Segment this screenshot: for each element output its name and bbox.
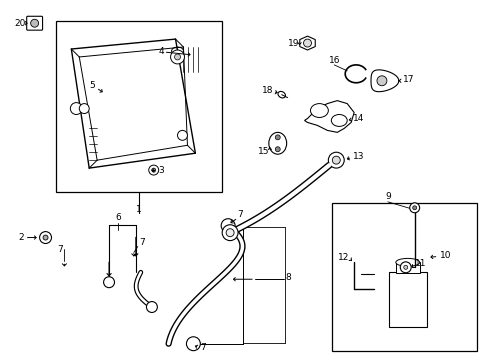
Text: 7: 7	[200, 343, 205, 352]
Circle shape	[376, 76, 386, 86]
Circle shape	[327, 152, 344, 168]
Ellipse shape	[310, 104, 327, 117]
Text: 6: 6	[115, 213, 121, 222]
Text: 13: 13	[352, 152, 364, 161]
Circle shape	[412, 206, 416, 210]
Circle shape	[275, 135, 280, 140]
Circle shape	[275, 147, 280, 152]
Circle shape	[177, 130, 187, 140]
Circle shape	[303, 39, 311, 47]
Text: 10: 10	[439, 251, 450, 260]
Circle shape	[221, 219, 235, 233]
Polygon shape	[299, 36, 315, 50]
Circle shape	[40, 231, 51, 243]
Circle shape	[146, 302, 157, 312]
Text: 15: 15	[258, 147, 269, 156]
Circle shape	[43, 235, 48, 240]
Circle shape	[400, 262, 410, 273]
FancyBboxPatch shape	[27, 16, 42, 30]
Circle shape	[103, 277, 114, 288]
Text: 14: 14	[352, 114, 364, 123]
Polygon shape	[304, 100, 353, 132]
Circle shape	[409, 203, 419, 213]
Circle shape	[151, 168, 155, 172]
Text: 11: 11	[414, 259, 426, 268]
Circle shape	[186, 337, 200, 351]
Ellipse shape	[395, 258, 419, 266]
Circle shape	[403, 265, 407, 269]
Circle shape	[332, 156, 340, 164]
Circle shape	[222, 225, 238, 240]
Text: 20: 20	[14, 19, 26, 28]
Text: 7: 7	[139, 238, 144, 247]
Ellipse shape	[331, 114, 346, 126]
Ellipse shape	[171, 47, 183, 55]
Bar	[388, 272, 426, 327]
Polygon shape	[370, 70, 398, 92]
Circle shape	[174, 54, 180, 60]
Text: 3: 3	[158, 166, 164, 175]
Text: 16: 16	[328, 57, 339, 66]
Circle shape	[79, 104, 89, 113]
Text: 7: 7	[58, 245, 63, 254]
Text: 2: 2	[18, 233, 24, 242]
Bar	[332, 203, 476, 351]
Text: 7: 7	[237, 210, 243, 219]
Ellipse shape	[277, 91, 285, 98]
Text: 18: 18	[262, 86, 273, 95]
Circle shape	[70, 103, 82, 114]
Bar	[56, 21, 222, 192]
Text: 12: 12	[337, 253, 348, 262]
Circle shape	[170, 50, 184, 64]
Circle shape	[225, 229, 234, 237]
Bar	[395, 262, 419, 273]
Text: 1: 1	[136, 205, 142, 214]
Text: 8: 8	[285, 273, 291, 282]
Text: 17: 17	[402, 75, 413, 84]
Circle shape	[31, 19, 39, 27]
Circle shape	[148, 165, 158, 175]
Text: 9: 9	[384, 192, 390, 201]
Ellipse shape	[268, 132, 286, 154]
Text: 5: 5	[89, 81, 95, 90]
Text: 4: 4	[158, 46, 164, 55]
Text: 19: 19	[287, 39, 299, 48]
